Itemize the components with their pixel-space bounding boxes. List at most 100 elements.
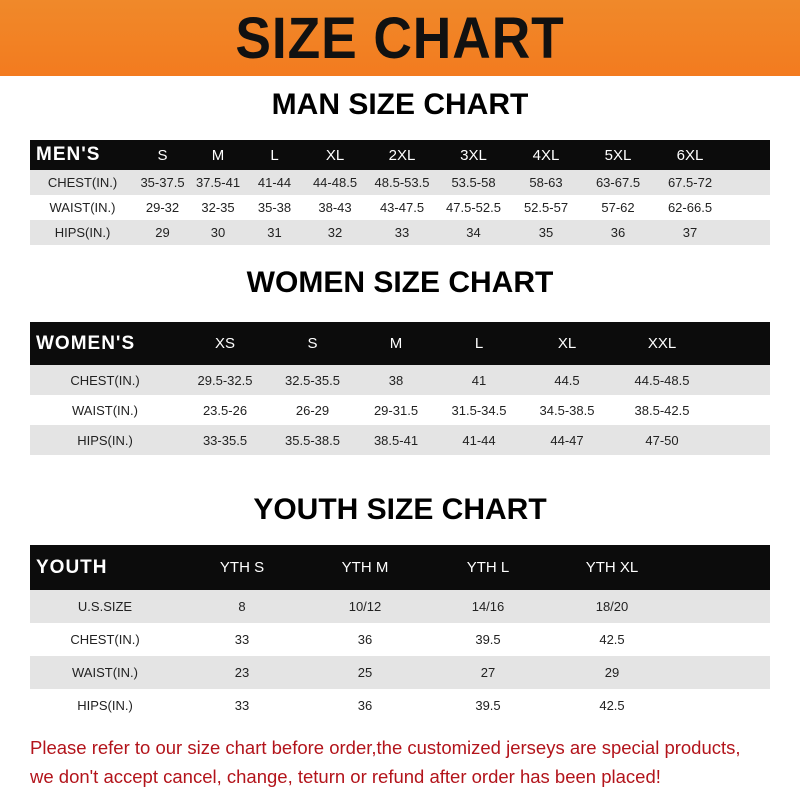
table-row: U.S.SIZE 8 10/12 14/16 18/20 [30, 590, 770, 623]
row-label: CHEST(IN.) [70, 632, 140, 647]
table-row: HIPS(IN.) 33 36 39.5 42.5 [30, 689, 770, 722]
table-cell: 25 [357, 665, 373, 680]
table-cell: 37 [682, 225, 698, 240]
table-cell: 4XL [532, 146, 560, 164]
table-cell: 33 [394, 225, 410, 240]
table-cell: XL [325, 146, 345, 164]
row-label: WAIST(IN.) [72, 402, 138, 418]
table-cell: XXL [647, 335, 677, 352]
women-size-table: WOMEN'S XS S M L XL XXL CHEST(IN.) 29.5-32.5 32.5… [30, 322, 770, 455]
table-cell: 38.5-42.5 [634, 402, 690, 418]
table-cell: 35-37.5 [140, 175, 185, 190]
youth-size-table: YOUTH YTH S YTH M YTH L YTH XL U.S.SIZE 8 10/12… [30, 545, 770, 722]
table-cell: 5XL [604, 146, 632, 164]
table-cell: 39.5 [475, 698, 501, 713]
table-cell: 44.5-48.5 [634, 372, 690, 388]
table-cell: S [307, 335, 318, 352]
banner-title: SIZE CHART [235, 5, 565, 71]
table-cell: 35 [538, 225, 554, 240]
table-cell: YTH M [341, 559, 389, 576]
men-size-table: MEN'S S M L XL 2XL 3XL 4XL 5XL 6XL CHEST(IN.) 35-37… [30, 140, 770, 245]
table-cell: 41 [471, 372, 487, 388]
table-cell: 53.5-58 [451, 175, 496, 190]
table-row: WAIST(IN.) 23.5-26 26-29 29-31.5 31.5-34.5 34… [30, 395, 770, 425]
table-cell: 29 [604, 665, 620, 680]
table-cell: 35.5-38.5 [285, 432, 340, 448]
women-title: WOMEN SIZE CHART [246, 266, 554, 299]
table-cell: 30 [210, 225, 226, 240]
row-label: MEN'S [36, 144, 101, 165]
table-cell: 33-35.5 [202, 432, 248, 448]
table-cell: 42.5 [599, 698, 625, 713]
table-cell: 47.5-52.5 [446, 200, 501, 215]
table-cell: 33 [234, 632, 250, 647]
table-cell: 32.5-35.5 [285, 372, 340, 388]
row-label: CHEST(IN.) [47, 175, 118, 190]
row-label: HIPS(IN.) [77, 698, 133, 713]
table-cell: 67.5-72 [667, 175, 713, 190]
table-cell: L [474, 335, 484, 352]
table-cell: M [211, 146, 225, 164]
table-header-row: MEN'S S M L XL 2XL 3XL 4XL 5XL 6XL [30, 140, 770, 170]
table-cell: 31 [267, 225, 282, 240]
disclaimer-note: Please refer to our size chart before or… [30, 733, 780, 791]
table-cell: 41-44 [257, 175, 292, 190]
table-cell: 29-32 [145, 200, 180, 215]
table-cell: 3XL [460, 146, 487, 164]
table-cell: 14/16 [471, 599, 505, 614]
table-cell: 36 [357, 632, 373, 647]
table-cell: 34.5-38.5 [539, 402, 595, 418]
table-cell: XL [557, 335, 577, 352]
table-cell: 38-43 [318, 200, 352, 215]
row-label: U.S.SIZE [77, 599, 133, 614]
table-row: WAIST(IN.) 23 25 27 29 [30, 656, 770, 689]
table-header-row: YOUTH YTH S YTH M YTH L YTH XL [30, 545, 770, 590]
table-cell: 36 [610, 225, 626, 240]
table-cell: 41-44 [462, 432, 496, 448]
table-cell: 34 [466, 225, 481, 240]
row-label: HIPS(IN.) [77, 432, 133, 448]
table-cell: 18/20 [595, 599, 629, 614]
table-cell: 62-66.5 [667, 200, 713, 215]
table-header-row: WOMEN'S XS S M L XL XXL [30, 322, 770, 365]
table-cell: 32 [327, 225, 343, 240]
men-title: MAN SIZE CHART [271, 88, 529, 121]
table-cell: 29.5-32.5 [197, 372, 253, 388]
row-label: WAIST(IN.) [49, 200, 116, 215]
table-row: HIPS(IN.) 29 30 31 32 33 34 35 36 37 [30, 220, 770, 245]
table-cell: 2XL [388, 146, 416, 164]
table-row: CHEST(IN.) 35-37.5 37.5-41 41-44 44-48.5 48.5… [30, 170, 770, 195]
table-cell: 8 [238, 599, 246, 614]
table-cell: XS [214, 335, 235, 352]
table-cell: 32-35 [201, 200, 235, 215]
table-cell: YTH S [219, 559, 265, 576]
table-cell: 35-38 [257, 200, 292, 215]
table-cell: 63-67.5 [595, 175, 641, 190]
table-cell: 31.5-34.5 [451, 402, 507, 418]
table-cell: YTH L [466, 559, 510, 576]
table-cell: 29 [155, 225, 170, 240]
row-label: HIPS(IN.) [54, 225, 111, 240]
table-cell: M [389, 335, 403, 352]
table-cell: 38 [388, 372, 404, 388]
note-line: Please refer to our size chart before or… [30, 737, 741, 758]
table-cell: 58-63 [529, 175, 563, 190]
table-cell: 6XL [676, 146, 704, 164]
table-cell: 36 [357, 698, 373, 713]
row-label: YOUTH [36, 556, 108, 578]
table-cell: 47-50 [645, 432, 679, 448]
table-cell: 52.5-57 [523, 200, 569, 215]
table-cell: 33 [234, 698, 250, 713]
table-cell: 10/12 [348, 599, 382, 614]
table-cell: 44-47 [550, 432, 584, 448]
table-cell: 29-31.5 [373, 402, 419, 418]
table-cell: 38.5-41 [373, 432, 419, 448]
table-cell: 37.5-41 [195, 175, 241, 190]
table-cell: L [270, 146, 279, 164]
table-row: HIPS(IN.) 33-35.5 35.5-38.5 38.5-41 41-44 44-… [30, 425, 770, 455]
table-cell: 27 [480, 665, 496, 680]
youth-title: YOUTH SIZE CHART [253, 493, 547, 526]
table-cell: 26-29 [295, 402, 330, 418]
row-label: WAIST(IN.) [72, 665, 138, 680]
table-row: CHEST(IN.) 29.5-32.5 32.5-35.5 38 41 44.5 44.5… [30, 365, 770, 395]
